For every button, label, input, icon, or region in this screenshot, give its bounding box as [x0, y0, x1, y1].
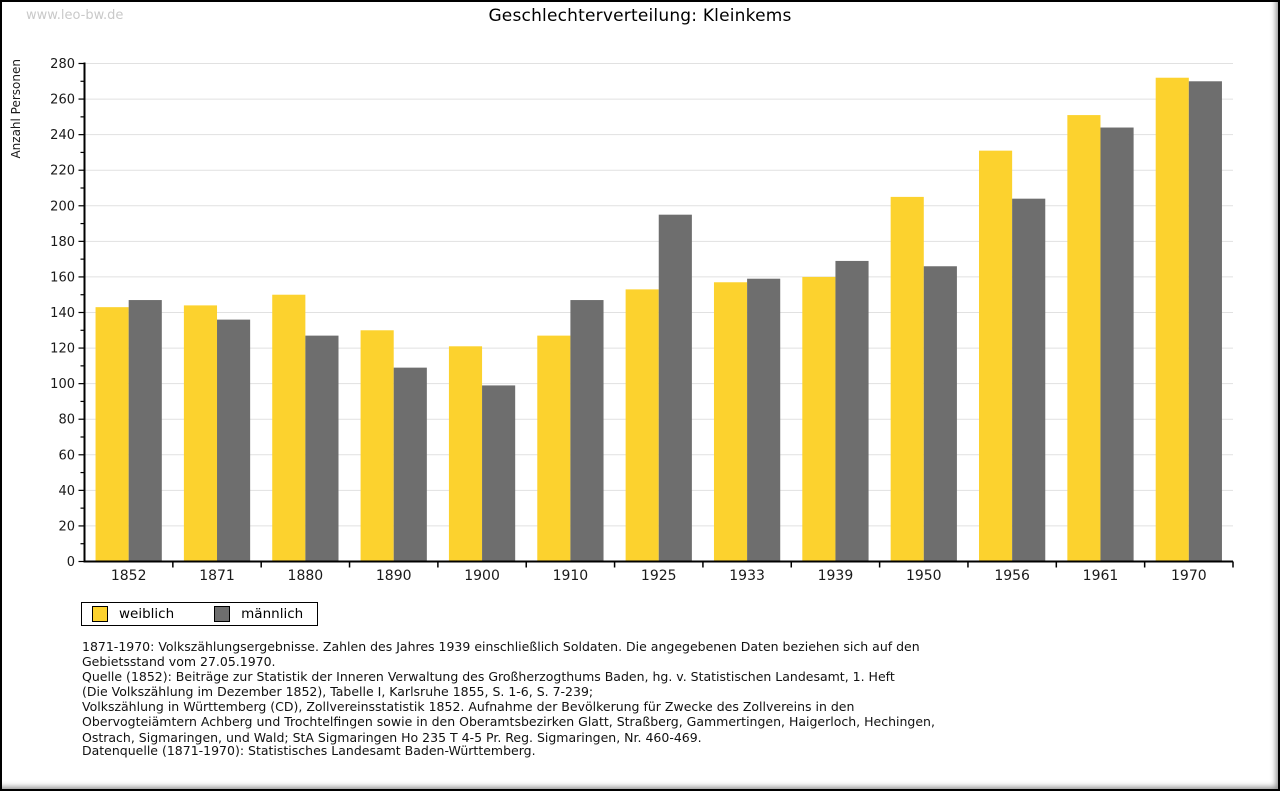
bar-männlich-1890 — [393, 367, 427, 562]
y-tick-label-220: 220 — [50, 164, 75, 179]
x-tick-label-1933: 1933 — [729, 568, 765, 584]
y-tick-label-20: 20 — [58, 519, 75, 534]
y-tick-label-80: 80 — [58, 413, 75, 428]
y-tick-label-240: 240 — [50, 128, 75, 143]
x-tick-label-1900: 1900 — [464, 568, 500, 584]
footer-line: 1871-1970: Volkszählungsergebnisse. Zahl… — [82, 639, 920, 654]
legend-item-weiblich: weiblich — [92, 606, 174, 622]
legend-item-männlich: männlich — [214, 606, 303, 622]
bar-weiblich-1939 — [802, 276, 836, 562]
x-tick-label-1956: 1956 — [994, 568, 1030, 584]
legend-label-weiblich: weiblich — [119, 606, 175, 622]
x-tick-label-1880: 1880 — [288, 568, 324, 584]
bar-weiblich-1970 — [1155, 77, 1189, 562]
footer-line: Volkszählung in Württemberg (CD), Zollve… — [82, 699, 855, 715]
bar-männlich-1939 — [835, 260, 869, 562]
bar-männlich-1880 — [305, 335, 339, 562]
x-tick-label-1950: 1950 — [906, 568, 942, 584]
datasource-note: Datenquelle (1871-1970): Statistisches L… — [82, 743, 536, 758]
footer-notes: 1871-1970: Volkszählungsergebnisse. Zahl… — [82, 639, 935, 745]
bar-männlich-1956 — [1012, 198, 1046, 562]
y-tick-label-200: 200 — [50, 199, 75, 214]
legend: weiblich männlich — [81, 602, 319, 626]
bar-männlich-1900 — [482, 385, 516, 562]
y-tick-label-180: 180 — [50, 235, 75, 250]
bar-weiblich-1950 — [890, 196, 924, 562]
bar-weiblich-1956 — [979, 150, 1013, 562]
legend-swatch-männlich — [214, 606, 231, 622]
x-tick-label-1961: 1961 — [1083, 568, 1119, 584]
bar-männlich-1970 — [1188, 81, 1222, 562]
bar-weiblich-1910 — [537, 335, 571, 562]
x-tick-label-1925: 1925 — [641, 568, 677, 584]
y-tick-label-260: 260 — [50, 93, 75, 108]
footer-line: (Die Volkszählung im Dezember 1852), Tab… — [82, 684, 594, 700]
bar-männlich-1925 — [658, 214, 692, 562]
bar-männlich-1933 — [747, 278, 781, 562]
bar-männlich-1910 — [570, 300, 604, 562]
legend-label-männlich: männlich — [241, 606, 304, 622]
bar-weiblich-1871 — [183, 305, 218, 562]
y-tick-label-100: 100 — [50, 377, 75, 392]
bar-weiblich-1852 — [95, 307, 129, 562]
y-tick-label-40: 40 — [58, 484, 75, 499]
bar-weiblich-1933 — [713, 282, 748, 562]
footer-line: Ostrach, Sigmaringen, und Wald; StA Sigm… — [82, 729, 702, 745]
y-tick-label-120: 120 — [50, 342, 75, 357]
footer-line: Quelle (1852): Beiträge zur Statistik de… — [82, 669, 895, 685]
bar-männlich-1950 — [923, 266, 957, 562]
y-tick-label-160: 160 — [50, 270, 75, 285]
x-tick-label-1852: 1852 — [111, 568, 147, 584]
bar-männlich-1961 — [1100, 127, 1134, 562]
gender-distribution-bar-chart: 1852 1871 1880 1890 1900 1910 1925 1933 1939 1950… — [50, 57, 1234, 584]
bar-männlich-1852 — [128, 300, 162, 562]
bar-weiblich-1961 — [1067, 115, 1101, 562]
y-tick-label-0: 0 — [67, 555, 75, 570]
legend-swatch-weiblich — [92, 606, 108, 622]
page-title: Geschlechterverteilung: Kleinkems — [488, 6, 792, 26]
x-tick-label-1970: 1970 — [1171, 568, 1207, 584]
y-tick-label-60: 60 — [58, 448, 75, 463]
bar-männlich-1871 — [217, 319, 251, 562]
x-tick-label-1939: 1939 — [818, 568, 854, 584]
bar-weiblich-1900 — [448, 346, 483, 562]
y-tick-label-140: 140 — [50, 306, 75, 321]
x-tick-label-1910: 1910 — [553, 568, 589, 584]
footer-line: Obervogteiämtern Achberg und Trochtelfin… — [82, 714, 935, 730]
footer-line: Gebietsstand vom 27.05.1970. — [82, 654, 276, 670]
watermark: www.leo-bw.de — [26, 8, 124, 23]
bar-weiblich-1925 — [625, 289, 659, 562]
x-tick-label-1890: 1890 — [376, 568, 412, 584]
bar-weiblich-1890 — [360, 330, 394, 562]
bar-weiblich-1880 — [272, 294, 306, 562]
x-tick-label-1871: 1871 — [199, 568, 235, 584]
y-tick-label-280: 280 — [50, 57, 75, 72]
